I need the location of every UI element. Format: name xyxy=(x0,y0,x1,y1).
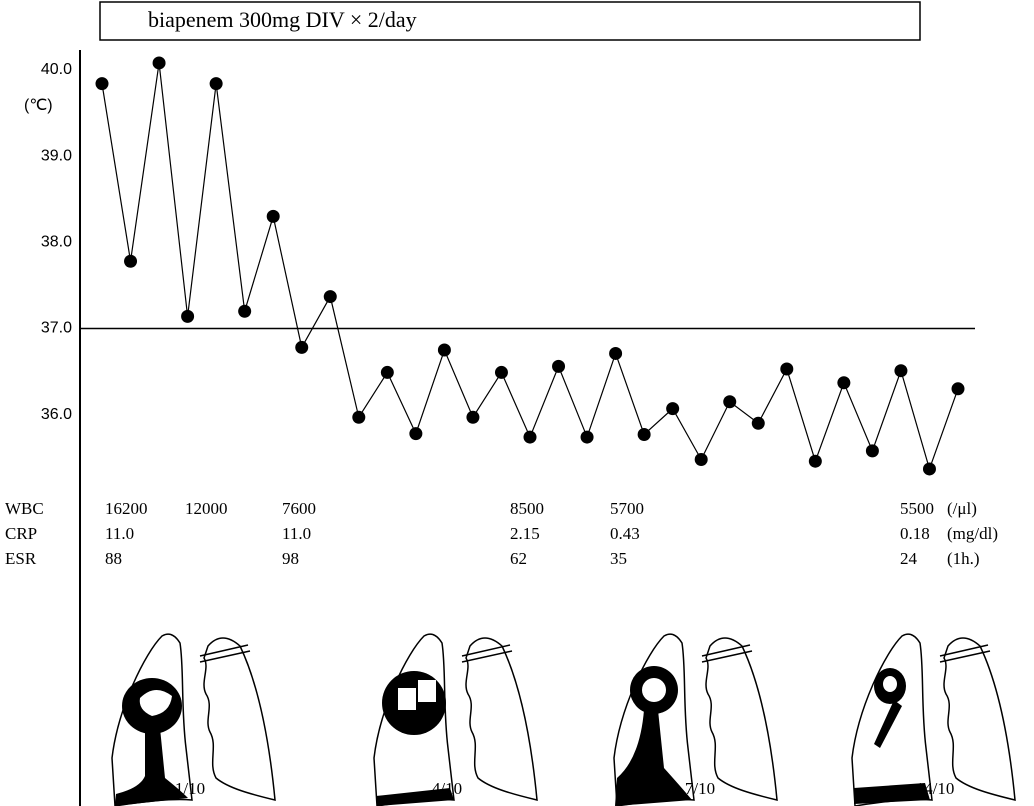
data-point xyxy=(808,454,822,468)
chart-title: biapenem 300mg DIV × 2/day xyxy=(148,7,417,32)
y-tick-label: 39.0 xyxy=(41,147,72,164)
lab-value: 98 xyxy=(282,549,299,568)
data-point xyxy=(723,395,737,409)
data-point xyxy=(238,304,252,318)
data-point xyxy=(380,365,394,379)
data-point xyxy=(609,346,623,360)
lab-value: 5700 xyxy=(610,499,644,518)
y-tick-label: 40.0 xyxy=(41,61,72,78)
data-point xyxy=(323,290,337,304)
y-tick-label: 37.0 xyxy=(41,320,72,337)
radiograph-date: 7/10 xyxy=(685,779,715,798)
lab-value: 88 xyxy=(105,549,122,568)
radiograph xyxy=(373,633,538,806)
data-point xyxy=(437,343,451,357)
temperature-line xyxy=(101,62,959,471)
y-tick-label: 36.0 xyxy=(41,406,72,423)
data-point xyxy=(266,209,280,223)
lab-value: 12000 xyxy=(185,499,228,518)
data-point xyxy=(152,56,166,70)
lab-value: 11.0 xyxy=(105,524,134,543)
lab-value: 5500 xyxy=(900,499,934,518)
lab-value: 62 xyxy=(510,549,527,568)
data-point xyxy=(295,340,309,354)
lab-value: 35 xyxy=(610,549,627,568)
data-point xyxy=(352,410,366,424)
radiograph-date: 1/10 xyxy=(175,779,205,798)
radiograph-date: 14/10 xyxy=(916,779,955,798)
data-point xyxy=(780,362,794,376)
data-point xyxy=(922,462,936,476)
row-label: CRP xyxy=(5,524,37,543)
data-point xyxy=(209,77,223,91)
row-unit: (mg/dl) xyxy=(947,524,998,543)
data-point xyxy=(580,430,594,444)
data-point xyxy=(124,254,138,268)
data-point xyxy=(494,365,508,379)
lab-value: 16200 xyxy=(105,499,148,518)
y-unit-label: (℃) xyxy=(24,97,53,114)
lab-value: 0.18 xyxy=(900,524,930,543)
data-point xyxy=(95,77,109,91)
data-point xyxy=(666,402,680,416)
data-point xyxy=(637,427,651,441)
data-point xyxy=(837,376,851,390)
lab-value: 8500 xyxy=(510,499,544,518)
radiograph xyxy=(613,633,778,806)
data-point xyxy=(894,364,908,378)
radiograph xyxy=(851,633,1016,806)
lab-value: 0.43 xyxy=(610,524,640,543)
title-box xyxy=(99,1,921,41)
data-point xyxy=(865,444,879,458)
data-point xyxy=(552,359,566,373)
lab-value: 2.15 xyxy=(510,524,540,543)
row-unit: (/μl) xyxy=(947,499,977,518)
data-point xyxy=(409,427,423,441)
radiograph-date: 4/10 xyxy=(432,779,462,798)
y-tick-label: 38.0 xyxy=(41,233,72,250)
data-point xyxy=(951,382,965,396)
lab-value: 11.0 xyxy=(282,524,311,543)
data-point xyxy=(523,430,537,444)
data-point xyxy=(181,309,195,323)
row-label: ESR xyxy=(5,549,37,568)
radiograph xyxy=(111,633,276,806)
data-point xyxy=(751,416,765,430)
row-label: WBC xyxy=(5,499,44,518)
data-point xyxy=(694,452,708,466)
lab-value: 7600 xyxy=(282,499,316,518)
row-unit: (1h.) xyxy=(947,549,980,568)
lab-value: 24 xyxy=(900,549,918,568)
data-point xyxy=(466,410,480,424)
